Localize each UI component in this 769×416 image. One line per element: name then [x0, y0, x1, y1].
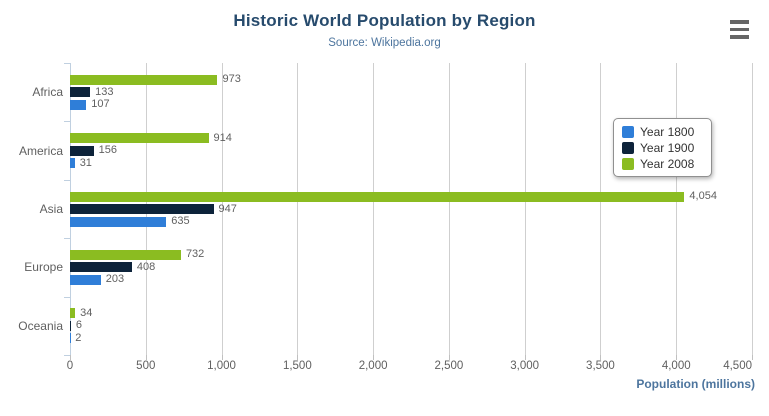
x-axis-tick-label: 1,500	[282, 360, 312, 372]
context-menu-button[interactable]	[730, 20, 749, 40]
gridline	[676, 63, 678, 355]
legend-item-year-1800[interactable]: Year 1800	[622, 124, 703, 140]
bar-value-label: 4,054	[689, 190, 717, 202]
legend-item-year-2008[interactable]: Year 2008	[622, 156, 703, 172]
x-axis-tick-label: 0	[66, 360, 74, 372]
legend-item-label: Year 1800	[640, 125, 695, 139]
y-axis-tick	[64, 296, 70, 298]
gridline	[373, 63, 375, 355]
x-axis-tick	[524, 355, 526, 360]
x-axis-tick	[448, 355, 450, 360]
y-axis-tick	[64, 63, 70, 64]
chart-subtitle: Source: Wikipedia.org	[328, 37, 441, 49]
category-label-europe: Europe	[24, 260, 63, 275]
legend-item-label: Year 1900	[640, 141, 695, 155]
y-axis-tick	[64, 355, 70, 356]
bar-year-1900-america[interactable]	[70, 145, 94, 156]
x-axis-tick	[676, 355, 678, 360]
x-axis-tick-label: 500	[136, 360, 156, 372]
legend-item-year-1900[interactable]: Year 1900	[622, 140, 703, 156]
x-axis-tick	[221, 355, 223, 360]
bar-value-label: 203	[105, 273, 125, 286]
bar-year-1900-europe[interactable]	[70, 262, 132, 273]
gridline	[448, 63, 450, 355]
category-label-africa: Africa	[32, 85, 63, 100]
x-axis-tick-label: 4,000	[661, 360, 691, 372]
bar-year-2008-asia[interactable]	[70, 191, 685, 202]
legend-swatch-icon	[622, 126, 634, 138]
x-axis-tick-label: 4,500	[723, 360, 752, 372]
x-axis-tick-label: 2,000	[358, 360, 388, 372]
bar-year-2008-oceania[interactable]	[70, 308, 76, 319]
legend-swatch-icon	[622, 158, 634, 170]
bar-value-label: 156	[98, 144, 117, 157]
hamburger-menu-icon	[730, 35, 749, 39]
bar-year-1800-asia[interactable]	[70, 216, 167, 227]
x-axis-tick	[600, 355, 602, 360]
category-label-america: America	[18, 143, 63, 158]
gridline	[524, 63, 526, 355]
bar-value-label: 6	[75, 319, 83, 332]
gridline	[221, 63, 223, 355]
bar-year-2008-europe[interactable]	[70, 249, 181, 260]
gridline	[752, 63, 753, 355]
category-label-asia: Asia	[39, 202, 63, 216]
bar-value-label: 133	[95, 85, 114, 98]
bar-value-label: 973	[222, 73, 241, 86]
legend-swatch-icon	[622, 142, 634, 154]
y-axis-tick	[64, 179, 70, 181]
bar-value-label: 947	[218, 202, 237, 215]
bar-year-1900-asia[interactable]	[70, 204, 214, 214]
x-axis-tick	[373, 355, 375, 360]
x-axis-tick	[752, 355, 753, 360]
bar-value-label: 107	[91, 98, 110, 111]
gridline	[600, 63, 602, 355]
x-axis-title: Population (millions)	[636, 377, 755, 391]
bar-value-label: 2	[75, 331, 82, 344]
x-axis-tick	[70, 355, 71, 360]
bar-year-2008-america[interactable]	[70, 133, 209, 144]
x-axis-tick-label: 3,000	[510, 360, 540, 372]
gridline	[297, 63, 299, 355]
hamburger-menu-icon	[730, 20, 749, 24]
bar-year-1800-europe[interactable]	[70, 274, 101, 285]
x-axis-tick	[297, 355, 299, 360]
x-axis-tick-label: 1,000	[207, 360, 236, 372]
bar-year-1900-oceania[interactable]	[70, 320, 71, 331]
bar-value-label: 408	[136, 260, 156, 273]
hamburger-menu-icon	[730, 27, 749, 31]
y-axis-tick	[64, 121, 70, 123]
x-axis-tick	[145, 355, 147, 360]
bar-value-label: 34	[80, 306, 93, 319]
bar-year-1900-africa[interactable]	[70, 87, 91, 98]
bar-value-label: 732	[185, 248, 205, 261]
bar-value-label: 635	[171, 215, 190, 227]
legend-item-label: Year 2008	[640, 157, 695, 171]
x-axis-tick-label: 2,500	[434, 360, 464, 372]
bar-value-label: 914	[213, 131, 232, 144]
legend: Year 1800 Year 1900 Year 2008	[613, 118, 712, 177]
bar-year-1800-africa[interactable]	[70, 99, 87, 110]
y-axis-tick	[64, 238, 70, 240]
bar-year-2008-africa[interactable]	[70, 74, 218, 85]
bar-year-1800-america[interactable]	[70, 158, 75, 169]
x-axis-tick-label: 3,500	[586, 360, 615, 372]
chart-title: Historic World Population by Region	[233, 11, 536, 30]
category-label-oceania: Oceania	[18, 318, 63, 333]
bar-value-label: 31	[79, 156, 92, 169]
